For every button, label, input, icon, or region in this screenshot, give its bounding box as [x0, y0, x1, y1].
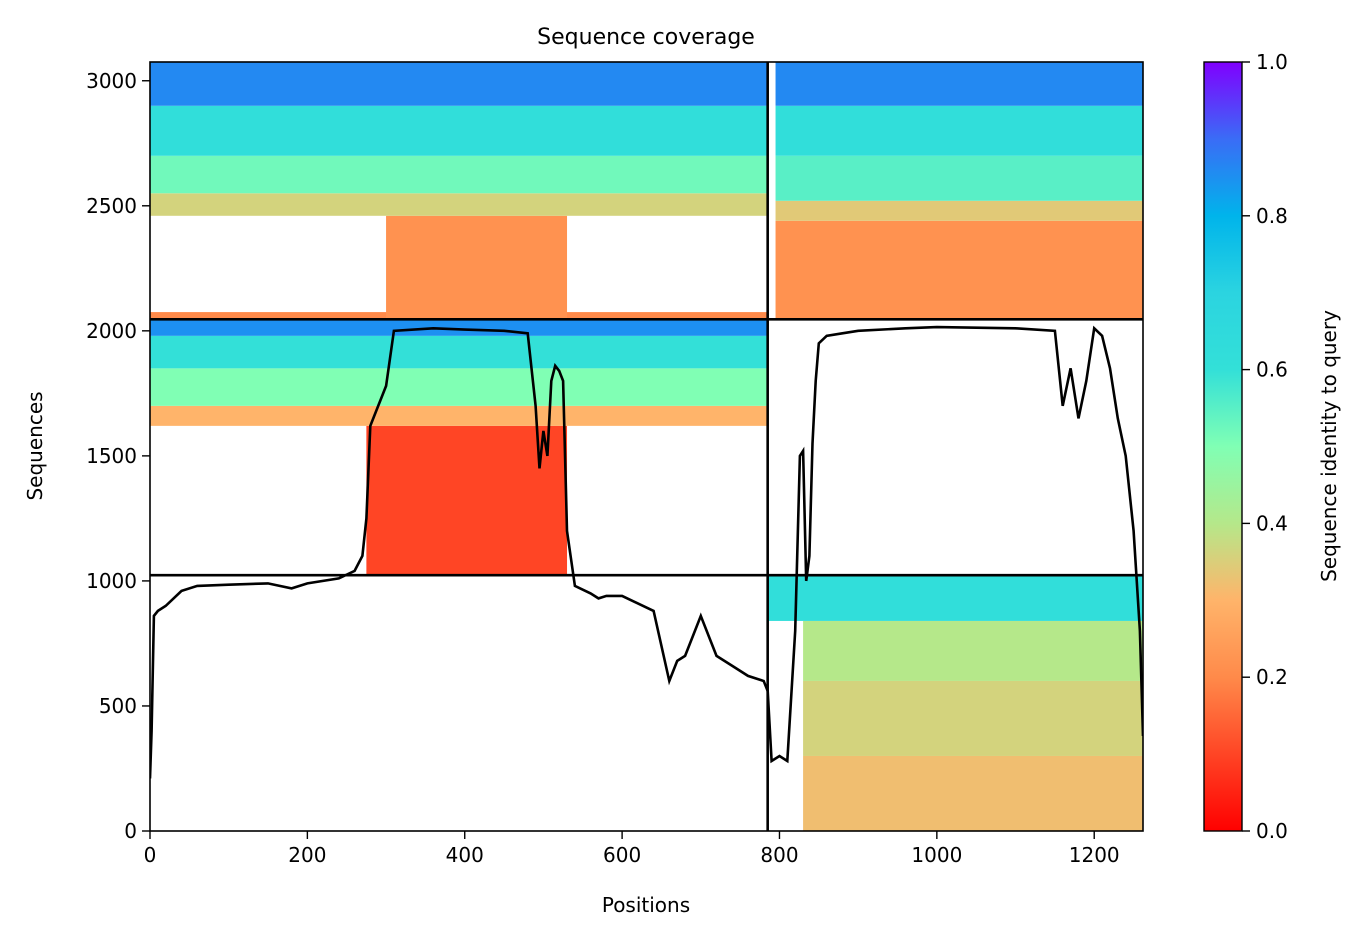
- x-axis: 0 200 400 600 800 1000 1200: [144, 831, 1120, 867]
- colorbar-label: Sequence identity to query: [1317, 310, 1341, 582]
- y-axis: 0 500 1000 1500 2000 2500 3000: [86, 69, 150, 843]
- x-tick-label: 200: [288, 843, 326, 867]
- coverage-line: [150, 325, 1143, 779]
- coverage-block: [366, 425, 568, 576]
- coverage-block: [775, 200, 1143, 221]
- colorbar-tick-label: 0.2: [1256, 665, 1288, 689]
- y-tick-label: 2000: [86, 319, 137, 343]
- coverage-block: [803, 680, 1143, 756]
- coverage-block: [775, 62, 1143, 106]
- plot-area: [149, 61, 1144, 832]
- y-tick-label: 2500: [86, 194, 137, 218]
- y-tick-label: 3000: [86, 69, 137, 93]
- coverage-block: [775, 105, 1143, 156]
- colorbar-gradient: [1203, 61, 1243, 832]
- x-tick-label: 1200: [1069, 843, 1120, 867]
- colorbar-tick-label: 0.8: [1256, 204, 1288, 228]
- colorbar-ticks: 0.0 0.2 0.4 0.6 0.8 1.0: [1242, 50, 1288, 843]
- x-tick-label: 1000: [911, 843, 962, 867]
- x-tick-label: 600: [603, 843, 641, 867]
- colorbar-tick-label: 0.4: [1256, 511, 1288, 535]
- coverage-block: [150, 319, 768, 336]
- y-tick-label: 500: [99, 694, 137, 718]
- colorbar: 0.0 0.2 0.4 0.6 0.8 1.0 Sequence identity to …: [1203, 50, 1341, 843]
- coverage-block: [150, 155, 768, 194]
- coverage-block: [775, 155, 1143, 201]
- coverage-heatmap: [150, 62, 1143, 831]
- colorbar-tick-label: 1.0: [1256, 50, 1288, 74]
- coverage-block: [803, 620, 1143, 681]
- coverage-block: [150, 193, 768, 216]
- y-tick-label: 0: [124, 819, 137, 843]
- coverage-block: [386, 215, 568, 319]
- y-tick-label: 1500: [86, 444, 137, 468]
- coverage-block: [150, 105, 768, 156]
- x-tick-label: 0: [144, 843, 157, 867]
- coverage-block: [767, 575, 1143, 621]
- y-axis-label: Sequences: [23, 391, 47, 500]
- colorbar-tick-label: 0.6: [1256, 358, 1288, 382]
- x-tick-label: 800: [760, 843, 798, 867]
- plot-frame: [149, 61, 1144, 832]
- chart-title: Sequence coverage: [537, 25, 755, 50]
- coverage-block: [150, 368, 768, 406]
- coverage-block: [150, 405, 768, 426]
- coverage-block: [775, 220, 1143, 319]
- coverage-block: [150, 335, 768, 369]
- x-tick-label: 400: [446, 843, 484, 867]
- colorbar-tick-label: 0.0: [1256, 819, 1288, 843]
- x-axis-label: Positions: [602, 893, 690, 917]
- coverage-block: [803, 755, 1143, 831]
- y-tick-label: 1000: [86, 569, 137, 593]
- coverage-block: [150, 62, 768, 106]
